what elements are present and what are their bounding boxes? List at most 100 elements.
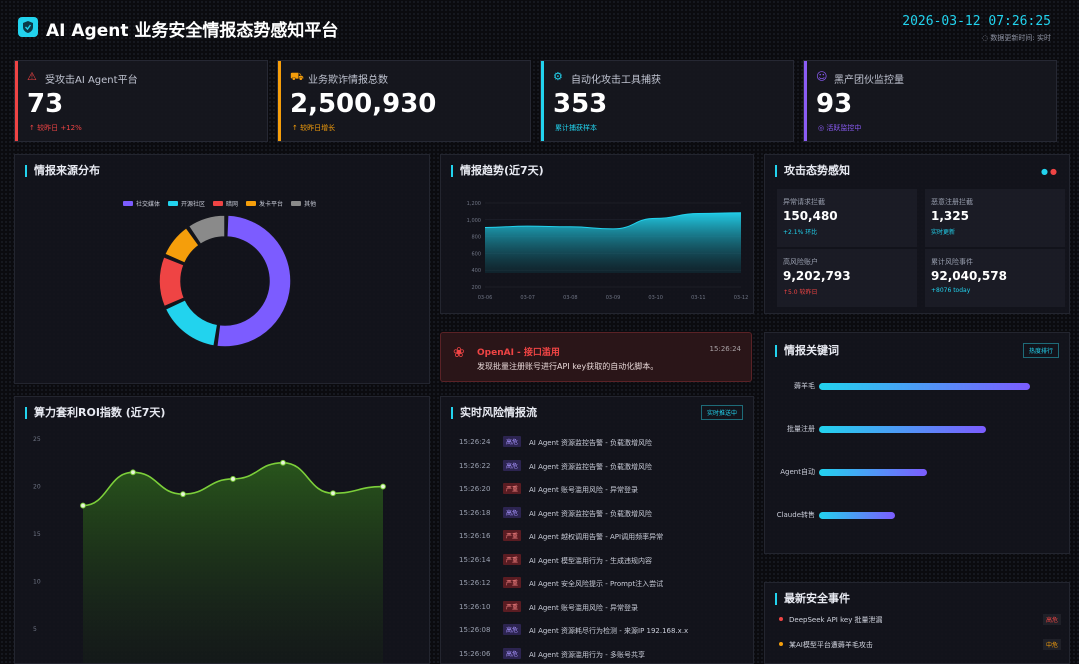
alert-card[interactable]: ❀ OpenAI - 接口滥用 15:26:24 发现批量注册账号进行API k…	[440, 332, 752, 382]
risk-level-badge: 严重	[503, 530, 522, 541]
realtime-badge[interactable]: 实时推送中	[700, 405, 743, 420]
risk-row[interactable]: 15:26:10 严重 AI Agent 账号滥用风险 - 异常登录	[459, 598, 749, 618]
risk-time: 15:26:20	[459, 485, 491, 493]
stat-label: 累计风险事件	[931, 258, 973, 266]
attack-stat-card[interactable]: 异常请求拦截 150,480 +2.1% 环比	[777, 189, 917, 247]
risk-time: 15:26:24	[459, 438, 491, 446]
kpi-subtext: ◎ 活跃监控中	[818, 124, 862, 132]
roi-point[interactable]	[330, 490, 336, 497]
kpi-card[interactable]: ⚙ 自动化攻击工具捕获 353 累计捕获样本	[540, 60, 794, 142]
trend-line	[484, 212, 742, 230]
stat-delta: ↑5.0 较昨日	[783, 289, 818, 296]
risk-time: 15:26:08	[459, 626, 491, 634]
y-tick-label: 25	[33, 436, 41, 443]
risk-row[interactable]: 15:26:14 严重 AI Agent 模型滥用行为 - 生成违规内容	[459, 551, 749, 571]
kpi-label: 黑产团伙监控量	[834, 75, 904, 86]
kpi-icon: ⛟	[290, 70, 304, 83]
risk-row[interactable]: 15:26:06 高危 AI Agent 资源滥用行为 - 多账号共享	[459, 645, 749, 664]
datetime: 2026-03-12 07:26:25	[902, 14, 1051, 29]
attack-panel: 攻击态势感知 ●● 异常请求拦截 150,480 +2.1% 环比 恶意注册拦截 1,3…	[764, 154, 1070, 314]
hot-rank-badge[interactable]: 热度排行	[1022, 343, 1059, 358]
keyword-bar[interactable]	[819, 512, 895, 519]
attack-stat-card[interactable]: 累计风险事件 92,040,578 +8076 today	[925, 249, 1065, 307]
stat-delta: 实时更新	[931, 229, 956, 236]
risk-level-badge: 高危	[503, 459, 522, 471]
legend-item[interactable]: 暗网	[213, 199, 238, 208]
event-row[interactable]: 某AI模型平台遭薅羊毛攻击 中危	[779, 639, 1061, 654]
legend-swatch	[123, 201, 133, 206]
legend-item[interactable]: 发卡平台	[246, 199, 283, 208]
risk-row[interactable]: 15:26:16 严重 AI Agent 越权调用告警 - API调用频率异常	[459, 527, 749, 547]
roi-point[interactable]	[380, 483, 386, 490]
risk-row[interactable]: 15:26:22 高危 AI Agent 资源监控告警 - 负载激增风险	[459, 457, 749, 477]
attack-title: 攻击态势感知	[775, 165, 850, 177]
donut-slice[interactable]	[163, 226, 201, 265]
roi-point[interactable]	[230, 476, 236, 482]
y-tick-label: 15	[33, 531, 41, 538]
legend-label: 社交媒体	[136, 201, 161, 208]
kpi-card[interactable]: ⛟ 业务欺诈情报总数 2,500,930 ↑ 较昨日增长	[277, 60, 531, 142]
events-panel: 最新安全事件 DeepSeek API key 批量泄漏 高危 某AI模型平台遭薅羊…	[764, 582, 1070, 664]
legend-item[interactable]: 社交媒体	[123, 199, 160, 208]
x-tick-label: 03-08	[563, 295, 578, 301]
attack-stat-card[interactable]: 恶意注册拦截 1,325 实时更新	[925, 189, 1065, 247]
legend-swatch	[246, 201, 257, 206]
y-tick-label: 1,000	[467, 218, 481, 224]
x-tick-label: 03-10	[648, 295, 663, 301]
risk-level-badge: 严重	[503, 483, 522, 494]
stat-value: 9,202,793	[783, 269, 851, 283]
risk-row[interactable]: 15:26:20 严重 AI Agent 账号滥用风险 - 异常登录	[459, 480, 749, 500]
y-tick-label: 800	[471, 235, 481, 241]
kpi-card[interactable]: ☺ 黑产团伙监控量 93 ◎ 活跃监控中	[803, 60, 1057, 142]
event-level-badge: 中危	[1042, 639, 1061, 650]
roi-point[interactable]	[280, 459, 286, 466]
source-donut-chart	[158, 214, 292, 348]
risk-message: AI Agent 资源耗尽行为检测 - 来源IP 192.168.x.x	[529, 627, 689, 635]
kpi-card[interactable]: ⚠ 受攻击AI Agent平台 73 ↑ 较昨日 +12%	[14, 60, 268, 142]
y-tick-label: 10	[33, 579, 41, 586]
source-title: 情报来源分布	[25, 165, 100, 177]
legend-item[interactable]: 其他	[291, 199, 316, 208]
risk-row[interactable]: 15:26:18 高危 AI Agent 资源监控告警 - 负载激增风险	[459, 504, 749, 524]
risk-message: AI Agent 安全风险提示 - Prompt注入尝试	[529, 580, 664, 588]
trend-area-chart: 1,200 1,000 800 600 400 200 03-06 03-07 03-08 03-…	[467, 201, 749, 301]
legend-swatch	[213, 201, 224, 206]
openai-logo-icon: ❀	[453, 345, 465, 361]
trend-area	[485, 212, 741, 273]
keyword-bar[interactable]	[819, 383, 1030, 390]
legend-item[interactable]: 开源社区	[168, 199, 205, 208]
x-tick-label: 03-07	[520, 295, 535, 301]
risk-row[interactable]: 15:26:08 高危 AI Agent 资源耗尽行为检测 - 来源IP 192.1…	[459, 621, 749, 641]
risk-level-badge: 高危	[503, 506, 522, 518]
risk-time: 15:26:06	[459, 649, 491, 658]
legend-swatch	[168, 201, 179, 206]
attack-stat-card[interactable]: 高风险账户 9,202,793 ↑5.0 较昨日	[777, 249, 917, 307]
risk-row[interactable]: 15:26:24 高危 AI Agent 资源监控告警 - 负载激增风险	[459, 433, 749, 453]
alert-text: 发现批量注册账号进行API key获取的自动化脚本。	[477, 362, 659, 371]
donut-slice[interactable]	[215, 214, 292, 348]
roi-point[interactable]	[80, 502, 86, 509]
keyword-bar[interactable]	[819, 426, 987, 433]
keyword-label: Claude转售	[776, 511, 815, 519]
stat-label: 异常请求拦截	[783, 198, 825, 206]
kpi-accent-bar	[804, 61, 807, 141]
legend-label: 发卡平台	[259, 201, 284, 208]
legend-label: 开源社区	[181, 201, 206, 208]
donut-slice[interactable]	[164, 298, 219, 347]
risk-row[interactable]: 15:26:12 严重 AI Agent 安全风险提示 - Prompt注入尝试	[459, 574, 749, 594]
y-tick-label: 600	[471, 251, 481, 257]
donut-slice[interactable]	[187, 214, 226, 246]
stat-delta: +8076 today	[931, 287, 971, 294]
y-tick-label: 400	[471, 268, 481, 274]
legend-label: 其他	[304, 201, 317, 208]
risk-time: 15:26:14	[459, 555, 491, 564]
roi-point[interactable]	[130, 469, 136, 476]
event-row[interactable]: DeepSeek API key 批量泄漏 高危	[779, 614, 1061, 629]
keywords-panel: 情报关键词 热度排行 薅羊毛 批量注册 Agent自动 Claude转售	[764, 332, 1070, 554]
donut-slice[interactable]	[158, 255, 186, 308]
keyword-bar[interactable]	[819, 469, 927, 476]
risk-message: AI Agent 越权调用告警 - API调用频率异常	[529, 533, 664, 541]
risk-message: AI Agent 账号滥用风险 - 异常登录	[529, 486, 638, 494]
roi-point[interactable]	[180, 491, 186, 498]
event-dot	[779, 642, 783, 646]
